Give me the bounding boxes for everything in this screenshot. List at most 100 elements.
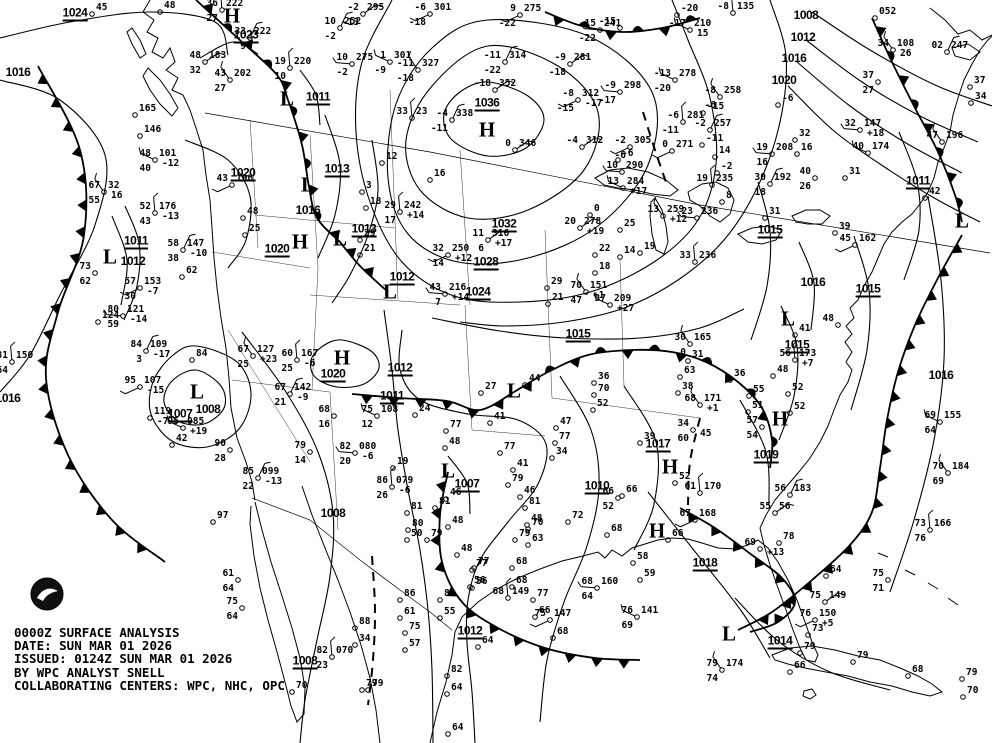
- station-plot: -15: [700, 101, 724, 116]
- cold-front-pip-icon: [914, 314, 926, 326]
- station-value: -13: [342, 17, 359, 28]
- station-value: 216: [449, 282, 466, 293]
- low-pressure-center: L: [102, 244, 118, 269]
- isobar-pressure-label: 1008: [292, 653, 318, 670]
- low-pressure-center: L: [332, 226, 348, 251]
- isobar: [386, 19, 658, 265]
- state-border-line: [227, 329, 311, 463]
- station-circle-icon: [769, 151, 775, 157]
- station-value: 13: [648, 204, 660, 215]
- station-plot: 42: [169, 433, 187, 448]
- station-value: 78: [783, 531, 795, 542]
- station-value: 68: [516, 556, 528, 567]
- station-plot: -2 295 -13: [342, 2, 385, 28]
- wind-barb-tick-icon: [851, 140, 854, 147]
- wind-barb-icon: [844, 128, 858, 131]
- station-value: 64: [482, 635, 494, 646]
- station-value: 301: [394, 50, 411, 61]
- station-value: 13: [608, 176, 620, 187]
- cold-front-pip-icon: [878, 470, 888, 483]
- wind-barb-tick-icon: [256, 21, 263, 24]
- station-value: 346: [519, 138, 536, 149]
- station-value: 81: [0, 350, 8, 361]
- station-plot: 48: [454, 543, 473, 558]
- station-circle-icon: [359, 189, 365, 195]
- station-value: 39: [839, 221, 851, 232]
- station-value: 176: [159, 201, 176, 212]
- station-value: 40: [800, 166, 812, 177]
- station-value: 50: [411, 528, 423, 539]
- station-plot: 95 107-15: [119, 375, 164, 396]
- wind-barb-tick-icon: [332, 57, 337, 63]
- station-plot: 165: [132, 103, 156, 118]
- station-value: 86: [377, 475, 389, 486]
- station-circle-icon: [9, 359, 15, 365]
- station-circle-icon: [475, 644, 481, 650]
- station-plot: 31: [762, 206, 781, 221]
- station-plot: 8: [719, 190, 732, 205]
- station-value: 73: [80, 261, 92, 272]
- station-value: 11: [473, 228, 485, 239]
- station-value: +23: [260, 354, 277, 365]
- station-circle-icon: [397, 597, 403, 603]
- station-value: -2: [695, 118, 706, 129]
- cold-front-pip-icon: [79, 482, 91, 493]
- station-circle-icon: [449, 117, 455, 123]
- station-value: 39: [644, 431, 656, 442]
- isobar: [331, 139, 379, 304]
- station-plot: 30 165 0: [675, 325, 711, 358]
- wind-barb-tick-icon: [166, 415, 169, 422]
- station-value: 149: [512, 586, 529, 597]
- station-plot: 75 149: [810, 590, 846, 605]
- station-plot: 48: [823, 313, 841, 328]
- cold-front: [430, 471, 641, 669]
- station-value: 080: [359, 441, 376, 452]
- cold-front-pip-icon: [675, 352, 688, 363]
- station-plot: 72: [565, 510, 583, 525]
- station-circle-icon: [169, 442, 175, 448]
- station-plot: 73 166 76: [915, 509, 951, 544]
- station-value: 36: [734, 368, 746, 379]
- station-value: 46: [450, 487, 462, 498]
- isobar: [539, 375, 600, 723]
- station-plot: -4 338 -11: [431, 103, 473, 134]
- station-circle-icon: [852, 242, 858, 248]
- station-plot: 18: [363, 196, 382, 211]
- wind-barb-icon: [336, 62, 350, 65]
- station-value: 43: [430, 282, 442, 293]
- station-value: 25: [238, 359, 250, 370]
- station-circle-icon: [357, 237, 363, 243]
- isobar: [111, 215, 128, 306]
- wind-barb-icon: [675, 22, 688, 30]
- station-value: 23: [682, 206, 694, 217]
- station-plot: -4 312: [567, 135, 603, 150]
- wind-barb-icon: [433, 255, 446, 263]
- station-value: 0: [680, 347, 686, 358]
- cold-front-pip-icon: [822, 563, 833, 574]
- station-value: -2: [615, 135, 626, 146]
- station-value: +7: [802, 358, 813, 369]
- wind-barb-tick-icon: [840, 123, 845, 129]
- station-plot: 52: [672, 471, 690, 486]
- station-plot: 0 271: [651, 139, 693, 159]
- wind-barb-tick-icon: [10, 341, 16, 347]
- station-value: 88: [444, 588, 456, 599]
- station-circle-icon: [712, 154, 718, 160]
- wind-barb-tick-icon: [582, 54, 589, 58]
- isobar: [798, 241, 816, 331]
- station-value: 37: [863, 70, 874, 81]
- wind-barb-icon: [362, 408, 375, 416]
- isobar: [623, 385, 660, 551]
- station-value: 9: [510, 3, 516, 14]
- station-circle-icon: [565, 519, 571, 525]
- station-circle-icon: [509, 565, 515, 571]
- station-circle-icon: [775, 102, 781, 108]
- station-value: 38: [682, 381, 694, 392]
- analysis-type-line: 0000Z SURFACE ANALYSIS: [14, 625, 180, 640]
- nova-scotia-island: [951, 43, 981, 61]
- station-value: 30: [125, 291, 137, 302]
- station-circle-icon: [787, 669, 793, 675]
